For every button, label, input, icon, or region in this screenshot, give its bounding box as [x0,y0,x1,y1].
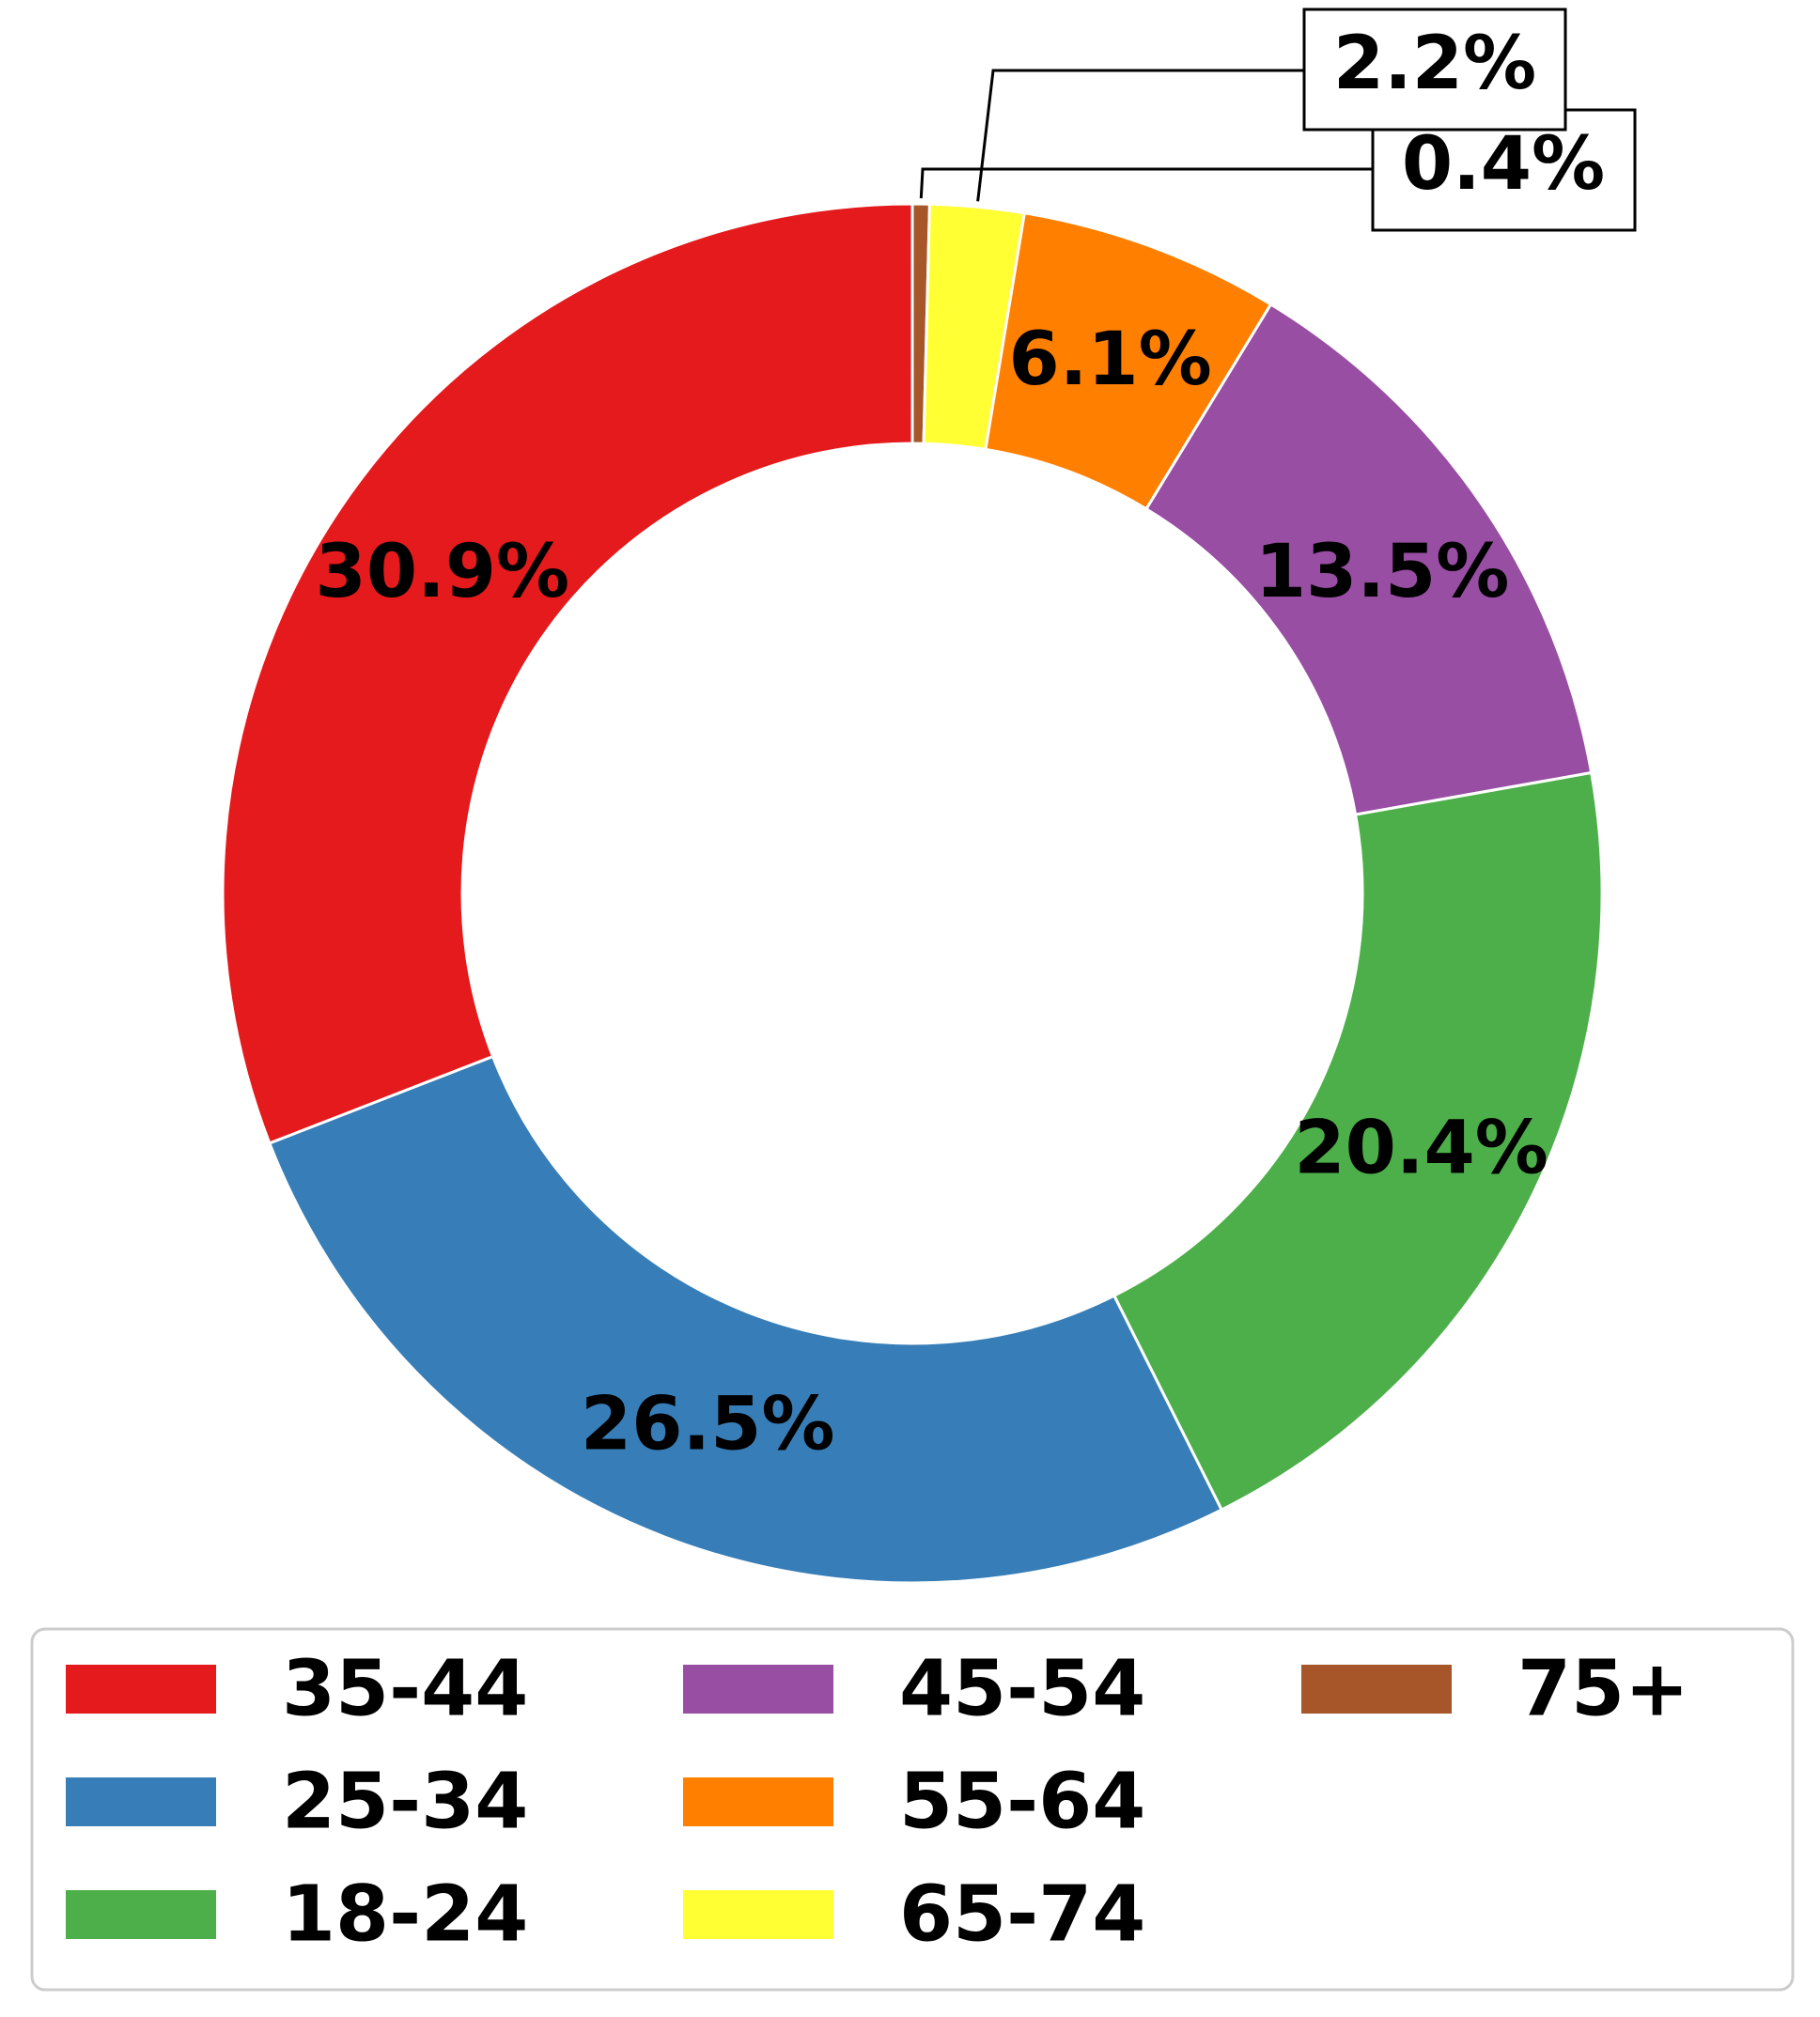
slice-label-35-44: 30.9% [316,530,570,614]
legend-swatch-18-24 [66,1890,216,1939]
callout-box-65-74 [1302,8,1567,132]
legend-swatch-65-74 [683,1890,833,1939]
callout-line-65-74 [976,69,1304,202]
slice-label-45-54: 13.5% [1255,530,1510,614]
callout-label-65-74: 2.2% [1333,22,1536,106]
legend-swatch-25-34 [66,1777,216,1826]
slice-label-18-24: 20.4% [1294,1107,1548,1191]
legend-label-55-64: 55-64 [899,1758,1145,1847]
legend-swatch-75plus [1301,1665,1452,1714]
legend-label-75plus: 75+ [1517,1645,1689,1734]
legend-swatch-35-44 [66,1665,216,1714]
legend-label-18-24: 18-24 [282,1870,528,1960]
slice-45-54 [1143,302,1594,816]
legend-label-35-44: 35-44 [282,1645,528,1734]
legend: 35-44 25-34 18-24 45-54 55-64 65-74 75+ [30,1627,1795,1992]
legend-swatch-45-54 [683,1665,833,1714]
slice-35-44 [221,202,914,1145]
callout-line-75plus [919,167,1373,199]
legend-label-65-74: 65-74 [899,1870,1145,1960]
slice-label-55-64: 6.1% [1008,318,1211,402]
legend-label-45-54: 45-54 [899,1645,1145,1734]
donut-slices [221,202,1604,1585]
legend-frame [30,1627,1795,1992]
slice-25-34 [267,1054,1224,1585]
callout-label-75plus: 0.4% [1402,122,1605,207]
legend-swatch-55-64 [683,1777,833,1826]
legend-label-25-34: 25-34 [282,1758,528,1847]
slice-labels: 0.4% 2.2% 6.1% 13.5% 20.4% 26.5% 30.9% [316,8,1637,1467]
slice-label-25-34: 26.5% [581,1383,835,1467]
slice-18-24 [1112,770,1604,1513]
